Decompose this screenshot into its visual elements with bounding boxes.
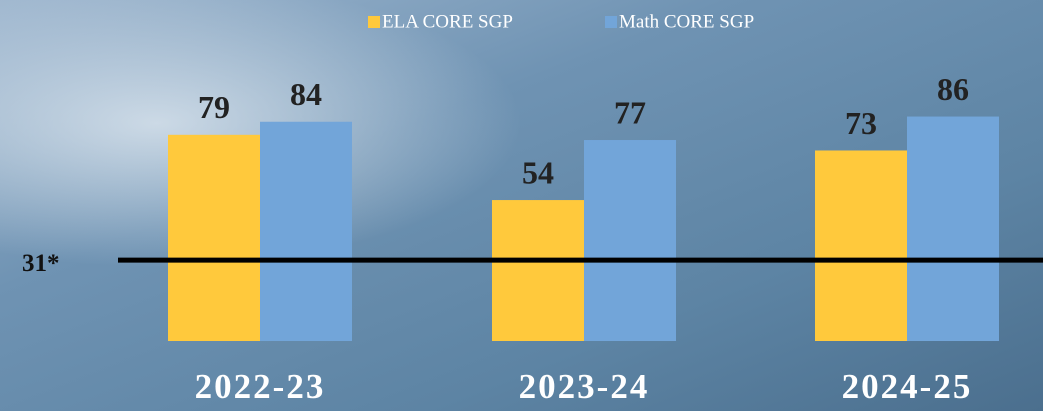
bar [584, 140, 676, 341]
bar [815, 150, 907, 341]
data-label: 79 [198, 89, 230, 125]
legend-label: Math CORE SGP [619, 11, 754, 32]
legend-swatch [605, 16, 617, 28]
legend-label: ELA CORE SGP [382, 11, 513, 32]
bar [907, 116, 999, 341]
data-label: 84 [290, 76, 322, 112]
data-label: 86 [937, 71, 969, 107]
x-tick-label: 2024-25 [842, 367, 973, 406]
x-tick-label: 2023-24 [519, 367, 650, 406]
x-tick-label: 2022-23 [195, 367, 326, 406]
data-label: 77 [614, 94, 646, 130]
bar [260, 121, 352, 341]
bar [492, 200, 584, 341]
legend-swatch [368, 16, 380, 28]
bar [168, 134, 260, 341]
data-label: 73 [845, 105, 877, 141]
reference-label: 31* [22, 250, 60, 277]
data-label: 54 [522, 154, 554, 190]
